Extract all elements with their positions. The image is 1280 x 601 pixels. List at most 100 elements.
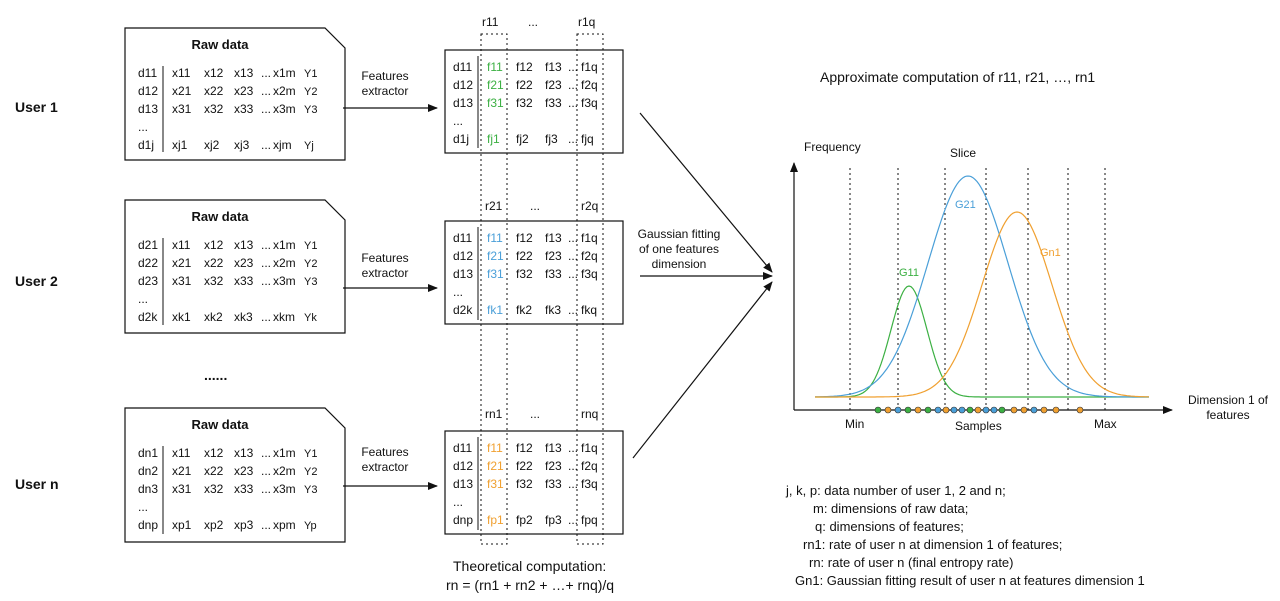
raw-cell: x13 [234, 446, 254, 460]
raw-cell: dnp [138, 518, 158, 532]
raw-cell: x1m [273, 238, 296, 252]
raw-cell: xk1 [172, 310, 191, 324]
sample-dot [934, 406, 942, 414]
g11-label: G11 [899, 267, 919, 279]
max-label: Max [1094, 417, 1117, 431]
raw-cell: x3m [273, 274, 296, 288]
g21-curve [814, 175, 1149, 398]
feat-cell-highlight: f21 [487, 459, 504, 473]
user-2-label: User 2 [15, 273, 58, 289]
feat-cell: f13 [545, 441, 562, 455]
feat-cell: ... [568, 60, 578, 74]
raw-cell: x12 [204, 446, 224, 460]
feat-cell: fjq [581, 132, 594, 146]
dimension-label-2: features [1206, 408, 1249, 422]
g21-label: G21 [955, 199, 976, 211]
feat-cell: f32 [516, 267, 533, 281]
feat-cell: ... [453, 495, 463, 509]
user-2-raw-title: Raw data [191, 209, 249, 224]
user-2-raw-data-box [124, 199, 346, 334]
feat-cell: f1q [581, 60, 598, 74]
raw-cell: x33 [234, 482, 254, 496]
raw-cell: ... [261, 256, 271, 270]
sample-dot [874, 406, 882, 414]
feat-cell-highlight: fj1 [487, 132, 500, 146]
raw-cell: x2m [273, 464, 296, 478]
feat-cell: f13 [545, 60, 562, 74]
feat-cell: fp3 [545, 513, 562, 527]
feat-cell: ... [568, 513, 578, 527]
user-1-extractor-label: Features [361, 69, 408, 83]
sample-dot [998, 406, 1006, 414]
feat-cell: d12 [453, 249, 473, 263]
raw-cell: dn3 [138, 482, 158, 496]
sample-dot [1076, 406, 1084, 414]
gn1-curve [815, 211, 1149, 398]
user-1-raw-title: Raw data [191, 37, 249, 52]
raw-cell: ... [261, 518, 271, 532]
feat-cell: d11 [453, 60, 472, 74]
user-2-extractor-label-2: extractor [362, 266, 409, 280]
min-label: Min [845, 417, 864, 431]
raw-cell: dn2 [138, 464, 158, 478]
raw-cell: ... [138, 500, 148, 514]
legend-line: rn1: rate of user n at dimension 1 of fe… [803, 537, 1062, 552]
raw-cell: x23 [234, 464, 254, 478]
feat-cell: f23 [545, 249, 562, 263]
users-ellipsis: ...... [204, 367, 227, 383]
dimension-label: Dimension 1 of [1188, 393, 1269, 407]
raw-cell: d22 [138, 256, 158, 270]
theoretical-formula: rn = (rn1 + rn2 + …+ rnq)/q [446, 577, 614, 593]
user-2-r-dots: ... [530, 199, 540, 213]
raw-cell: Yk [304, 312, 317, 324]
feat-cell: f13 [545, 231, 562, 245]
sample-dot [990, 406, 998, 414]
raw-cell: x33 [234, 102, 254, 116]
user-1-r-dots: ... [528, 15, 538, 29]
raw-cell: d23 [138, 274, 158, 288]
first-feature-column-highlight [480, 33, 508, 545]
feat-cell-highlight: f11 [487, 231, 503, 245]
legend-line: Gn1: Gaussian fitting result of user n a… [795, 573, 1145, 588]
raw-cell: Yj [304, 140, 314, 152]
raw-cell: ... [261, 482, 271, 496]
raw-cell: x32 [204, 102, 224, 116]
feat-cell: d13 [453, 477, 473, 491]
feat-cell: d2k [453, 303, 473, 317]
raw-cell: Y2 [304, 258, 317, 270]
gaussian-fitting-label-3: dimension [652, 257, 707, 271]
feat-cell: f2q [581, 249, 598, 263]
sample-dot [1010, 406, 1018, 414]
feat-cell: ... [568, 249, 578, 263]
feat-cell: fkq [581, 303, 597, 317]
sample-dot [950, 406, 958, 414]
raw-cell: x31 [172, 102, 192, 116]
raw-cell: Y1 [304, 448, 317, 460]
user-1-r-first: r11 [482, 15, 499, 29]
user-n-raw-data-box [124, 407, 346, 543]
feat-cell: ... [568, 78, 578, 92]
legend-line: rn: rate of user n (final entropy rate) [809, 555, 1013, 570]
feat-cell-highlight: f31 [487, 96, 504, 110]
raw-cell: ... [261, 84, 271, 98]
user-2-r-last: r2q [581, 199, 598, 213]
feat-cell: fk2 [516, 303, 532, 317]
raw-cell: Y3 [304, 276, 317, 288]
sample-dot [982, 406, 990, 414]
feat-cell: f33 [545, 96, 562, 110]
raw-cell: x2m [273, 256, 296, 270]
feat-cell: ... [568, 303, 578, 317]
feat-cell: f3q [581, 96, 598, 110]
feat-cell: ... [568, 267, 578, 281]
fit-arrow-user-1 [639, 112, 773, 273]
raw-cell: xj2 [204, 138, 220, 152]
raw-cell: xkm [273, 310, 295, 324]
sample-dot [1052, 406, 1060, 414]
raw-cell: ... [261, 464, 271, 478]
feat-cell: fj2 [516, 132, 529, 146]
g11-curve [815, 285, 1149, 398]
samples-label: Samples [955, 419, 1002, 433]
feat-cell: fj3 [545, 132, 558, 146]
raw-cell: x12 [204, 238, 224, 252]
feat-cell: ... [568, 459, 578, 473]
